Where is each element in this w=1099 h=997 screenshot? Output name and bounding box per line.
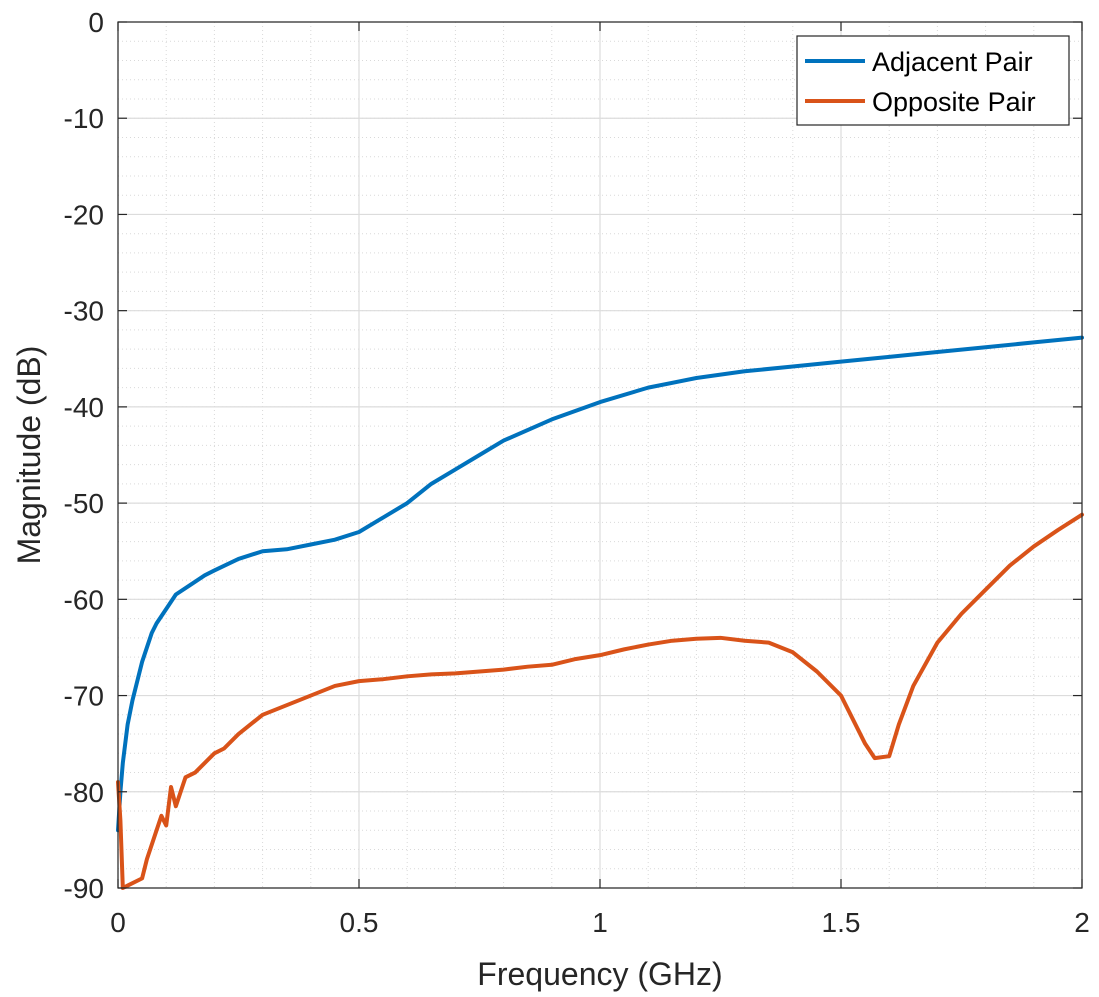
series-line-opposite-pair — [116, 512, 1084, 890]
x-axis-label: Frequency (GHz) — [477, 956, 722, 992]
ticks-layer — [117, 21, 1083, 889]
x-tick-label: 0 — [110, 907, 126, 938]
y-tick-label: 0 — [88, 7, 104, 38]
legend-label-opposite-pair: Opposite Pair — [872, 87, 1036, 117]
x-tick-label: 1 — [592, 907, 608, 938]
x-tick-label: 0.5 — [340, 907, 379, 938]
x-tick-labels: 0 0.5 1 1.5 2 — [110, 907, 1090, 938]
y-tick-label: -10 — [64, 103, 104, 134]
y-tick-label: -70 — [64, 681, 104, 712]
series-line-adjacent-pair — [116, 335, 1084, 833]
y-tick-label: -20 — [64, 199, 104, 230]
y-tick-label: -40 — [64, 392, 104, 423]
y-tick-label: -50 — [64, 488, 104, 519]
y-tick-labels: 0 -10 -20 -30 -40 -50 -60 -70 -80 -90 — [64, 7, 104, 904]
series-layer — [116, 335, 1084, 890]
legend-box — [796, 35, 1070, 126]
y-tick-label: -90 — [64, 873, 104, 904]
legend-label-adjacent-pair: Adjacent Pair — [872, 47, 1033, 77]
y-tick-label: -80 — [64, 777, 104, 808]
y-axis-label: Magnitude (dB) — [11, 346, 47, 565]
x-tick-label: 1.5 — [822, 907, 861, 938]
x-tick-label: 2 — [1074, 907, 1090, 938]
y-tick-label: -60 — [64, 584, 104, 615]
legend: Adjacent Pair Opposite Pair — [796, 35, 1070, 126]
y-tick-label: -30 — [64, 296, 104, 327]
